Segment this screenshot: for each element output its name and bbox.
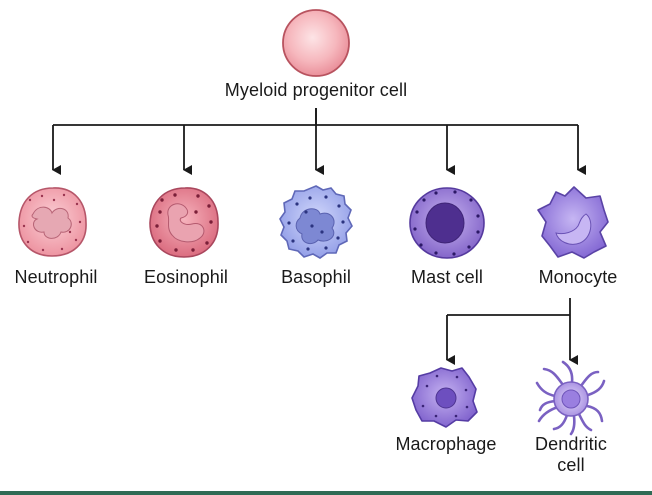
neutrophil-label: Neutrophil xyxy=(14,267,98,287)
monocyte-label: Monocyte xyxy=(538,267,618,287)
dendritic-cell-label-line1: Dendritic xyxy=(535,434,607,454)
macrophage-icon xyxy=(411,367,478,428)
dendritic-cell-icon xyxy=(535,360,606,436)
eosinophil-label: Eosinophil xyxy=(143,267,229,287)
neutrophil-icon xyxy=(18,187,87,257)
dendritic-cell-label: Dendritic cell xyxy=(535,434,607,476)
monocyte-icon xyxy=(537,186,609,259)
mast-cell-label: Mast cell xyxy=(411,267,483,287)
macrophage-label: Macrophage xyxy=(395,434,497,454)
dendritic-cell-label-line2: cell xyxy=(557,455,585,475)
myeloid-progenitor-label: Myeloid progenitor cell xyxy=(224,80,408,100)
eosinophil-icon xyxy=(149,187,219,258)
connector-lines xyxy=(52,108,586,365)
mast-cell-icon xyxy=(409,187,485,259)
footer-bar xyxy=(0,491,652,495)
dendritic-cell-body xyxy=(553,381,589,417)
myeloid-progenitor-cell-icon xyxy=(282,9,350,77)
basophil-label: Basophil xyxy=(281,267,351,287)
basophil-icon xyxy=(279,185,353,259)
